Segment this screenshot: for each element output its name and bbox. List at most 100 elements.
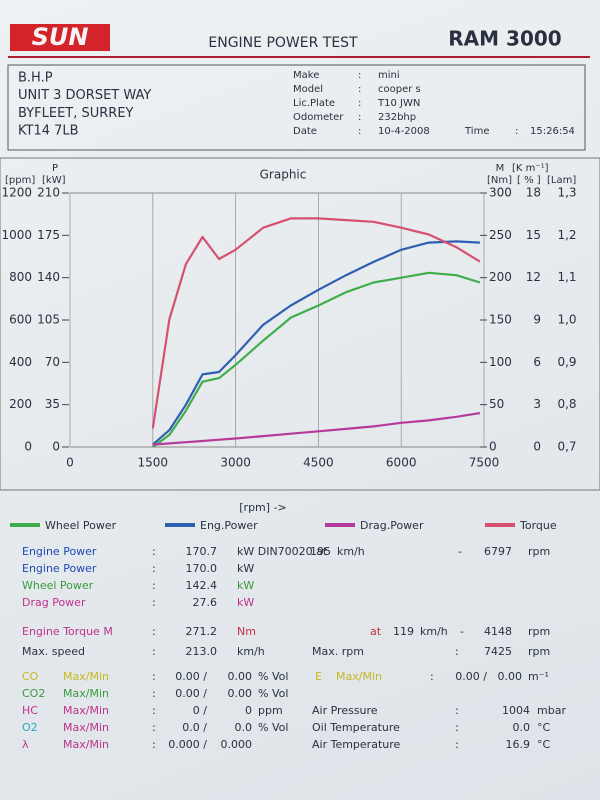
- result-cell: :: [152, 704, 156, 717]
- result-cell: % Vol: [258, 670, 288, 683]
- vehicle-field: :: [358, 70, 361, 81]
- result-cell: -: [458, 545, 462, 558]
- result-cell: rpm: [528, 545, 550, 558]
- result-cell: :: [152, 579, 156, 592]
- result-cell: 195: [310, 545, 331, 558]
- result-cell: kW: [237, 596, 254, 609]
- result-cell: % Vol: [258, 721, 288, 734]
- result-cell: Engine Power: [22, 562, 97, 575]
- series-line: [152, 412, 481, 446]
- x-tick-label: 0: [66, 456, 74, 470]
- y5-tick-label: 1,1: [557, 270, 576, 284]
- result-cell: 4148: [484, 625, 512, 638]
- y3-tick-label: 400: [9, 355, 32, 369]
- vehicle-field: 232bhp: [378, 112, 416, 123]
- axis-label: [Nm]: [487, 175, 512, 186]
- vehicle-field: :: [358, 98, 361, 109]
- result-cell: :: [152, 687, 156, 700]
- axis-label: P: [52, 163, 58, 174]
- vehicle-field: cooper s: [378, 84, 421, 95]
- address-line: BYFLEET, SURREY: [18, 106, 134, 121]
- result-cell: m⁻¹: [528, 670, 549, 683]
- result-cell: km/h: [337, 545, 365, 558]
- address-line: B.H.P: [18, 71, 53, 86]
- result-cell: HC: [22, 704, 38, 717]
- result-cell: Engine Power: [22, 545, 97, 558]
- y-tick-label: 0: [52, 440, 60, 454]
- result-cell: 0 /: [193, 704, 207, 717]
- result-cell: Drag Power: [22, 596, 86, 609]
- address-line: UNIT 3 DORSET WAY: [18, 88, 151, 103]
- result-cell: Max. speed: [22, 645, 85, 658]
- result-cell: % Vol: [258, 687, 288, 700]
- result-cell: 0.00 /: [175, 670, 207, 683]
- vehicle-field: :: [358, 126, 361, 137]
- result-cell: 6797: [484, 545, 512, 558]
- y5-tick-label: 1,0: [557, 313, 576, 327]
- address-line: KT14 7LB: [18, 124, 79, 139]
- result-cell: kW DIN70020 at: [237, 545, 328, 558]
- y-tick-label: 140: [37, 270, 60, 284]
- y2-tick-label: 50: [489, 397, 504, 411]
- vehicle-field: Make: [293, 70, 319, 81]
- result-cell: °C: [537, 738, 551, 751]
- result-cell: :: [152, 545, 156, 558]
- result-cell: 142.4: [186, 579, 218, 592]
- axis-label: [kW]: [42, 175, 66, 186]
- result-cell: Max/Min: [336, 670, 382, 683]
- y-tick-label: 210: [37, 186, 60, 200]
- result-cell: λ: [22, 738, 29, 751]
- y4-tick-label: 18: [526, 186, 541, 200]
- result-cell: Max/Min: [63, 670, 109, 683]
- result-cell: :: [152, 645, 156, 658]
- result-cell: ppm: [258, 704, 283, 717]
- vehicle-field: T10 JWN: [377, 98, 420, 109]
- result-cell: 0.000 /: [168, 738, 207, 751]
- result-cell: Max/Min: [63, 721, 109, 734]
- y2-tick-label: 150: [489, 313, 512, 327]
- result-cell: Engine Torque M: [22, 625, 113, 638]
- result-cell: :: [152, 670, 156, 683]
- result-cell: E: [315, 670, 322, 683]
- vehicle-field: 10-4-2008: [378, 126, 430, 137]
- x-tick-label: 7500: [469, 456, 500, 470]
- result-cell: 27.6: [193, 596, 218, 609]
- axis-label: M: [496, 163, 505, 174]
- result-cell: rpm: [528, 625, 550, 638]
- result-cell: Max/Min: [63, 738, 109, 751]
- result-cell: 7425: [484, 645, 512, 658]
- series-line: [152, 240, 480, 446]
- y-tick-label: 70: [45, 355, 60, 369]
- y3-tick-label: 0: [24, 440, 32, 454]
- axis-label: [Lam]: [547, 175, 576, 186]
- y3-tick-label: 1000: [1, 228, 32, 242]
- vehicle-field: Model: [293, 84, 323, 95]
- y5-tick-label: 1,2: [557, 228, 576, 242]
- vehicle-field: Odometer: [293, 112, 344, 123]
- result-cell: 271.2: [186, 625, 218, 638]
- vehicle-field: :: [358, 112, 361, 123]
- result-cell: 0: [245, 704, 252, 717]
- y3-tick-label: 600: [9, 313, 32, 327]
- legend-label: Drag.Power: [360, 519, 424, 532]
- result-cell: °C: [537, 721, 551, 734]
- result-cell: Air Temperature: [312, 738, 401, 751]
- logo-block: [10, 24, 110, 51]
- x-tick-label: 4500: [303, 456, 334, 470]
- y3-tick-label: 1200: [1, 186, 32, 200]
- legend-label: Eng.Power: [200, 519, 258, 532]
- vehicle-field: Lic.Plate: [293, 98, 335, 109]
- result-cell: km/h: [420, 625, 448, 638]
- axis-label: [ % ]: [517, 175, 541, 186]
- chart-box: [0, 157, 600, 491]
- result-cell: :: [455, 721, 459, 734]
- result-cell: 0.00: [228, 687, 253, 700]
- result-cell: 0.0: [513, 721, 531, 734]
- result-cell: Oil Temperature: [312, 721, 400, 734]
- result-cell: Max. rpm: [312, 645, 364, 658]
- result-cell: CO: [22, 670, 39, 683]
- result-cell: 0.00 /: [175, 687, 207, 700]
- vehicle-field: :: [358, 84, 361, 95]
- y5-tick-label: 1,3: [557, 186, 576, 200]
- result-cell: Wheel Power: [22, 579, 94, 592]
